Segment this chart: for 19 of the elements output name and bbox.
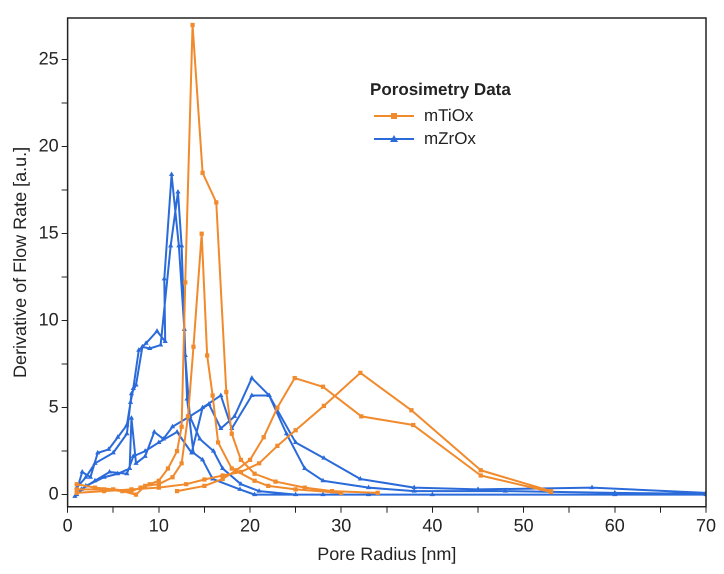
y-tick-label: 10 <box>38 310 59 330</box>
x-tick-label: 0 <box>62 516 73 536</box>
y-tick-label: 20 <box>38 136 59 156</box>
legend-label: mZrOx <box>424 129 476 149</box>
x-axis-title: Pore Radius [nm] <box>317 544 456 564</box>
legend-label: mTiOx <box>424 106 474 126</box>
x-tick-label: 60 <box>604 516 625 536</box>
y-tick-label: 0 <box>48 484 59 504</box>
x-tick-label: 30 <box>331 516 352 536</box>
y-axis-title: Derivative of Flow Rate [a.u.] <box>10 146 30 378</box>
x-tick-label: 70 <box>696 516 716 536</box>
legend-title: Porosimetry Data <box>370 80 511 100</box>
x-tick-label: 20 <box>240 516 260 536</box>
x-tick-label: 50 <box>514 516 534 536</box>
x-tick-label: 40 <box>422 516 442 536</box>
y-tick-label: 5 <box>48 396 59 417</box>
y-tick-label: 15 <box>38 222 59 243</box>
y-tick-label: 25 <box>38 48 59 69</box>
x-tick-label: 10 <box>148 516 169 536</box>
